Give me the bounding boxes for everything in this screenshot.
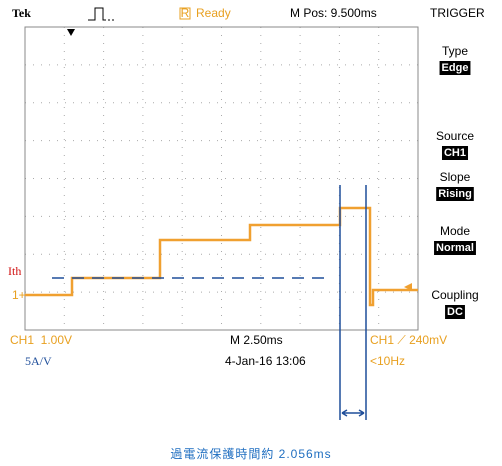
brand: Tek bbox=[12, 6, 31, 20]
menu-label: Slope bbox=[440, 170, 471, 184]
menu-value-box bbox=[434, 241, 476, 255]
date: 4-Jan-16 13:06 bbox=[225, 354, 306, 368]
acquire-icon bbox=[88, 7, 114, 21]
waveform bbox=[25, 206, 418, 307]
menu-value: DC bbox=[447, 306, 463, 318]
channel-marker: 1+ bbox=[12, 288, 26, 302]
time-bracket bbox=[339, 185, 367, 420]
menu-value-box bbox=[439, 61, 471, 75]
menu-value: Normal bbox=[436, 242, 474, 254]
menu-label: Coupling bbox=[431, 288, 478, 302]
menu-value: CH1 bbox=[444, 147, 466, 159]
caption: 過電流保護時間約 2.056ms bbox=[170, 446, 331, 461]
probe-ratio: 5A/V bbox=[25, 354, 52, 368]
menu-value: Edge bbox=[442, 62, 469, 74]
channel-scale: CH1 1.00V bbox=[10, 333, 72, 347]
double-arrow bbox=[341, 409, 365, 417]
status-box bbox=[179, 7, 191, 20]
menu-label: Type bbox=[442, 44, 468, 58]
menu-value-box bbox=[436, 187, 474, 201]
side-menu: Type Edge Source CH1 Slope Rising Mode Normal Co… bbox=[431, 44, 479, 319]
graticule-border bbox=[24, 26, 419, 331]
menu-value-box bbox=[445, 305, 465, 319]
menu-value: Rising bbox=[438, 188, 472, 200]
trigger-setting: CH1 ⟋ 240mV bbox=[370, 333, 447, 347]
menu-value-box bbox=[441, 146, 469, 160]
menu-label: Source bbox=[436, 129, 474, 143]
trigger-pos-marker bbox=[67, 29, 75, 36]
menu-label: Mode bbox=[440, 224, 470, 238]
status-flag: R bbox=[181, 6, 190, 20]
frequency: <10Hz bbox=[370, 354, 405, 368]
status: Ready bbox=[196, 6, 231, 20]
menu-title: TRIGGER bbox=[430, 6, 485, 20]
trigger-level-marker bbox=[404, 283, 412, 291]
threshold-label: Ith bbox=[8, 264, 21, 278]
time-scale: M 2.50ms bbox=[230, 333, 283, 347]
position: M Pos: 9.500ms bbox=[290, 6, 377, 20]
